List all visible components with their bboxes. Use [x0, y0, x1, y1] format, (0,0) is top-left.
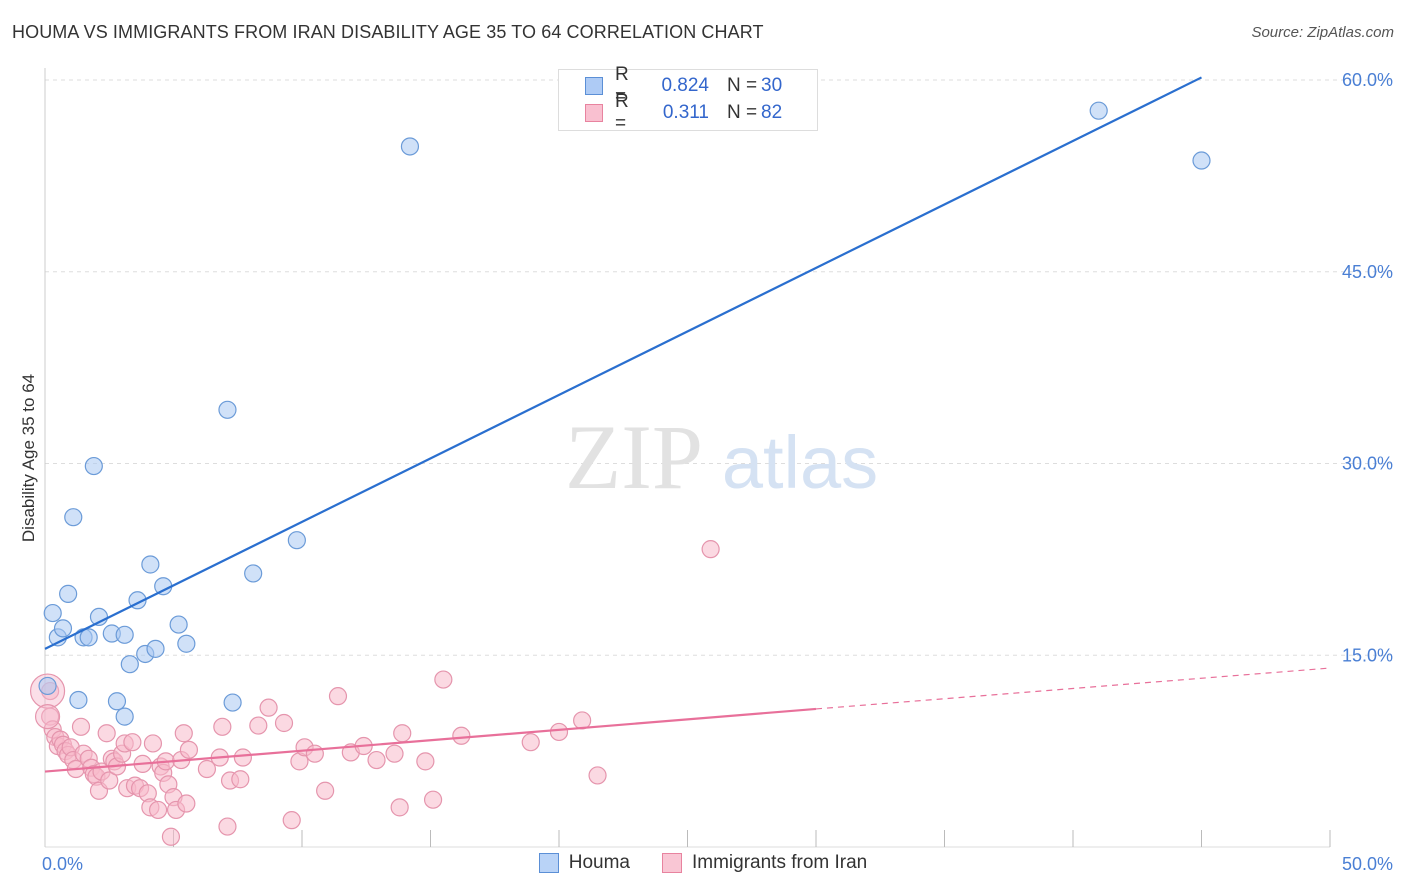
x-tick-label-min: 0.0%: [42, 854, 83, 874]
data-point-iran: [249, 716, 268, 735]
data-point-iran: [393, 724, 412, 743]
series-legend: Houma Immigrants from Iran: [0, 852, 1406, 874]
data-point-houma: [244, 564, 263, 583]
legend-row-houma: R = 0.824 N = 30: [585, 64, 783, 107]
data-point-iran: [316, 781, 335, 800]
trend-line-iran: [44, 707, 817, 773]
y-tick-label: 30.0%: [1342, 454, 1393, 474]
legend-row-iran: R = 0.311 N = 82: [585, 91, 783, 134]
trend-line-houma: [44, 76, 1202, 650]
data-point-houma: [141, 555, 160, 574]
data-point-iran: [259, 698, 278, 717]
legend-n-value-houma: 30: [761, 75, 783, 96]
data-point-houma: [287, 531, 306, 550]
watermark: ZIP atlas: [565, 406, 878, 508]
data-point-houma: [223, 693, 242, 712]
data-point-houma: [38, 676, 57, 696]
y-tick-label: 60.0%: [1342, 70, 1393, 90]
data-point-iran: [549, 722, 569, 742]
legend-label-iran: Immigrants from Iran: [691, 852, 868, 873]
chart-title: HOUMA VS IMMIGRANTS FROM IRAN DISABILITY…: [12, 22, 764, 42]
data-point-iran: [100, 771, 119, 790]
legend-swatch-iran: [585, 104, 603, 122]
data-point-iran: [177, 794, 196, 813]
data-point-houma: [120, 655, 139, 674]
data-point-iran: [416, 752, 435, 771]
legend-r-value-iran: 0.311: [662, 102, 709, 123]
data-point-houma: [64, 508, 83, 527]
source-label: Source: ZipAtlas.com: [1251, 24, 1394, 41]
data-point-iran: [367, 750, 386, 770]
data-point-iran: [385, 744, 404, 763]
legend-swatch-houma: [538, 853, 559, 873]
data-point-iran: [701, 540, 720, 559]
data-point-houma: [218, 400, 237, 419]
legend-n-label: N =: [727, 75, 758, 96]
correlation-legend: R = 0.824 N = 30 R = 0.311 N = 82: [558, 64, 818, 134]
data-point-iran: [97, 724, 116, 743]
data-point-houma: [1089, 101, 1108, 120]
data-point-iran: [588, 766, 607, 785]
data-point-houma: [43, 603, 62, 623]
data-point-iran: [423, 790, 443, 809]
data-point-iran: [390, 798, 409, 817]
data-point-houma: [53, 619, 73, 638]
trend-line-iran-extension: [815, 667, 1331, 710]
data-point-houma: [79, 628, 98, 647]
trend-lines: [44, 76, 1331, 773]
data-point-iran-large: [34, 704, 61, 730]
data-point-houma: [177, 634, 196, 653]
legend-label-houma: Houma: [568, 852, 630, 873]
data-point-iran: [282, 811, 301, 830]
y-tick-label: 45.0%: [1342, 262, 1393, 282]
data-point-houma: [146, 639, 165, 658]
data-point-houma: [107, 692, 127, 711]
data-point-iran: [143, 734, 163, 753]
legend-r-label: R =: [615, 64, 629, 107]
data-point-iran: [231, 770, 250, 789]
data-point-houma: [84, 456, 103, 476]
data-point-iran: [274, 713, 294, 733]
data-point-houma: [400, 137, 420, 156]
data-point-iran: [174, 724, 193, 743]
y-tick-label: 15.0%: [1342, 645, 1393, 665]
data-point-iran: [71, 717, 91, 736]
series-iran-points: [29, 540, 720, 846]
data-point-iran: [452, 726, 471, 745]
data-point-iran: [305, 744, 324, 763]
legend-n-value-iran: 82: [761, 102, 783, 123]
data-point-iran: [179, 740, 199, 759]
legend-swatch-iran: [661, 853, 682, 873]
data-point-iran: [161, 827, 181, 846]
data-point-houma: [115, 625, 134, 644]
legend-item-houma: Houma: [538, 852, 630, 874]
data-point-iran: [148, 800, 168, 820]
data-point-iran: [434, 670, 453, 689]
x-tick-label-max: 50.0%: [1342, 854, 1393, 874]
watermark-atlas: atlas: [722, 421, 878, 504]
data-point-houma: [1192, 151, 1211, 170]
grid-lines: [45, 79, 1392, 656]
legend-n-label: N =: [727, 102, 758, 123]
legend-r-value-houma: 0.824: [661, 75, 709, 96]
data-point-houma: [169, 615, 188, 634]
data-point-houma: [69, 690, 88, 710]
data-point-iran: [213, 717, 232, 736]
data-point-iran: [123, 733, 142, 752]
data-point-houma: [59, 584, 78, 603]
data-point-iran: [218, 817, 237, 836]
watermark-zip: ZIP: [565, 406, 703, 508]
data-point-iran: [233, 748, 252, 767]
tick-labels: 15.0% 30.0% 45.0% 60.0% 0.0% 50.0%: [42, 70, 1393, 874]
legend-item-iran: Immigrants from Iran: [661, 852, 868, 874]
data-point-iran: [521, 733, 540, 752]
legend-r-label: R =: [615, 91, 629, 134]
data-point-iran: [328, 687, 348, 706]
legend-swatch-houma: [585, 77, 603, 95]
data-point-houma: [115, 707, 134, 726]
data-point-iran: [197, 759, 217, 779]
series-houma-points: [38, 101, 1211, 726]
